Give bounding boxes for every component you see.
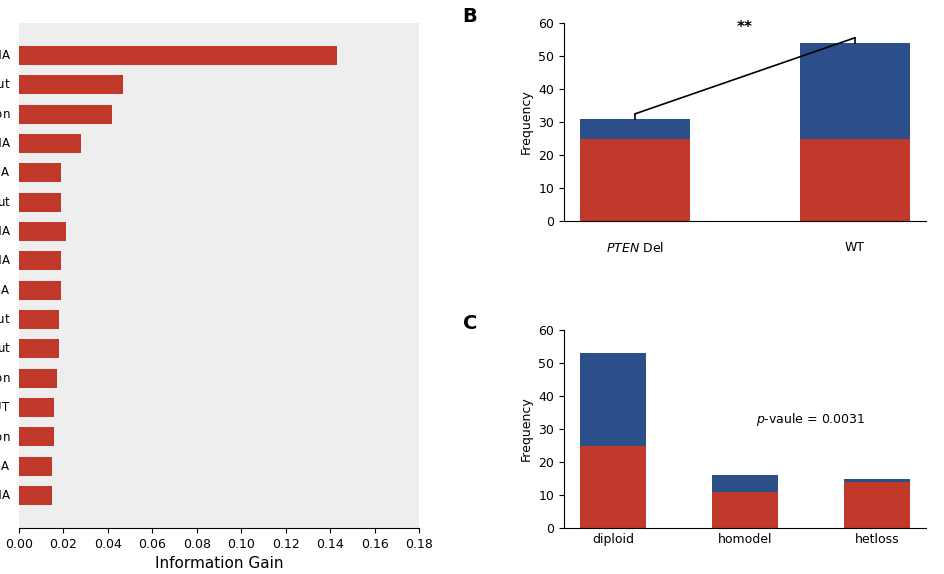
Text: $\it{CDKN1B}$ mut: $\it{CDKN1B}$ mut [0, 196, 11, 209]
Bar [19, 134, 81, 153]
Text: C: C [463, 314, 477, 333]
Bar [19, 75, 124, 94]
Bar [19, 46, 336, 65]
Bar [19, 310, 59, 329]
Bar [19, 163, 61, 183]
Text: $\it{RAD51C}$ CNA: $\it{RAD51C}$ CNA [0, 254, 11, 267]
Bar [580, 138, 689, 221]
Text: $\it{CHD1}$ CNA: $\it{CHD1}$ CNA [0, 489, 11, 502]
Bar [799, 138, 909, 221]
Text: $\it{ETV4}$ fusion: $\it{ETV4}$ fusion [0, 107, 11, 121]
Text: $\it{PTEN}$ mut: $\it{PTEN}$ mut [0, 78, 11, 91]
Y-axis label: Frequency: Frequency [519, 90, 532, 154]
Bar [19, 486, 52, 505]
Bar [843, 482, 909, 528]
Bar [19, 251, 61, 270]
Bar [19, 193, 61, 212]
Text: $\it{p}$-vaule = 0.0031: $\it{p}$-vaule = 0.0031 [755, 410, 865, 428]
Text: $\it{FANCC}$ CNA: $\it{FANCC}$ CNA [0, 166, 11, 179]
Text: $\it{CDKN1B}$ CNA: $\it{CDKN1B}$ CNA [0, 225, 11, 238]
Bar [580, 353, 646, 445]
Bar [712, 492, 777, 528]
Text: $\it{IDH1}$ mut: $\it{IDH1}$ mut [0, 342, 11, 355]
Bar [19, 281, 61, 300]
Y-axis label: Frequency: Frequency [519, 397, 532, 461]
Bar [580, 119, 689, 138]
Text: $\it{FLI1}$ fusion: $\it{FLI1}$ fusion [0, 371, 11, 385]
Text: * $\it{BRCA1}$ mut: * $\it{BRCA1}$ mut [0, 313, 11, 326]
Text: $\it{ETV1}$ fusion: $\it{ETV1}$ fusion [0, 430, 11, 444]
Bar [712, 475, 777, 492]
Text: B: B [463, 7, 477, 26]
Text: $\it{PTEN}$ Del: $\it{PTEN}$ Del [606, 241, 664, 255]
Text: WT: WT [844, 241, 864, 254]
Bar [19, 222, 65, 241]
Bar [19, 369, 57, 388]
Text: $\it{CDK12}$ CNA: $\it{CDK12}$ CNA [0, 284, 11, 297]
X-axis label: Information Gain: Information Gain [155, 556, 283, 571]
Bar [19, 398, 55, 417]
Bar [843, 479, 909, 482]
Bar [19, 457, 52, 476]
Text: $\it{ATM}$ MUT: $\it{ATM}$ MUT [0, 401, 11, 414]
Bar [580, 445, 646, 528]
Bar [19, 104, 112, 123]
Text: $\it{PTEN}$ CNA: $\it{PTEN}$ CNA [0, 49, 11, 62]
Bar [799, 43, 909, 138]
Bar [19, 339, 59, 358]
Text: $\it{SPOPL}$ CNA: $\it{SPOPL}$ CNA [0, 137, 11, 150]
Bar [19, 428, 55, 447]
Text: **: ** [736, 20, 752, 35]
Text: $\it{BRCA2}$ CNA: $\it{BRCA2}$ CNA [0, 460, 11, 473]
